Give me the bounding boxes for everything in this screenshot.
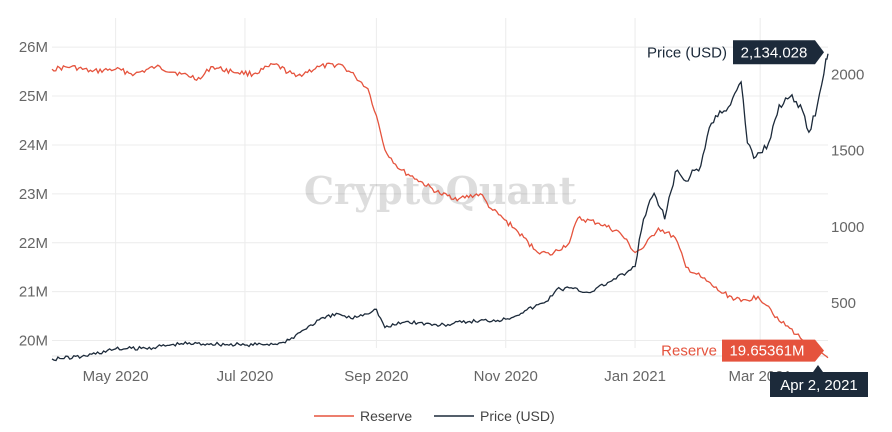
y-left-tick-label: 21M — [19, 284, 48, 301]
price-series-name: Price (USD) — [647, 44, 727, 61]
y-right-tick-label: 2000 — [831, 66, 864, 83]
value-labels: Price (USD) 2,134.028 Reserve 19.65361M Apr … — [647, 40, 868, 397]
y-left-tick-label: 26M — [19, 39, 48, 56]
y-right-tick-label: 500 — [831, 295, 856, 312]
grid — [52, 18, 828, 357]
y-right-tick-label: 1000 — [831, 219, 864, 236]
x-tick-label: Nov 2020 — [474, 368, 538, 385]
hover-date-badge — [770, 365, 868, 397]
watermark: CryptoQuant — [304, 168, 577, 213]
legend-label: Reserve — [360, 408, 412, 424]
series-line-reserve — [51, 62, 829, 359]
price-value-badge — [733, 40, 824, 65]
y-left-tick-label: 22M — [19, 235, 48, 252]
x-tick-label: Jan 2021 — [604, 368, 666, 385]
reserve-series-name: Reserve — [661, 343, 717, 360]
y-left-tick-label: 20M — [19, 333, 48, 350]
y-left-tick-label: 23M — [19, 186, 48, 203]
reserve-value: 19.65361M — [729, 343, 804, 360]
x-tick-label: May 2020 — [83, 368, 149, 385]
y-left-tick-label: 25M — [19, 88, 48, 105]
price-value: 2,134.028 — [741, 44, 808, 61]
series-line-price — [51, 53, 829, 362]
legend-label: Price (USD) — [480, 408, 555, 424]
reserve-value-badge — [722, 339, 824, 362]
series-group — [51, 53, 829, 362]
x-tick-label: Jul 2020 — [217, 368, 274, 385]
legend[interactable]: Reserve Price (USD) — [314, 408, 555, 424]
hover-date: Apr 2, 2021 — [780, 377, 858, 394]
y-right-tick-label: 1500 — [831, 143, 864, 160]
legend-item-reserve[interactable]: Reserve — [314, 408, 412, 424]
legend-item-price[interactable]: Price (USD) — [434, 408, 555, 424]
y-left-tick-label: 24M — [19, 137, 48, 154]
tick-labels: 20M 21M 22M 23M 24M 25M 26M 500 1000 1500 2000 May … — [19, 39, 865, 385]
x-tick-label: Sep 2020 — [344, 368, 408, 385]
